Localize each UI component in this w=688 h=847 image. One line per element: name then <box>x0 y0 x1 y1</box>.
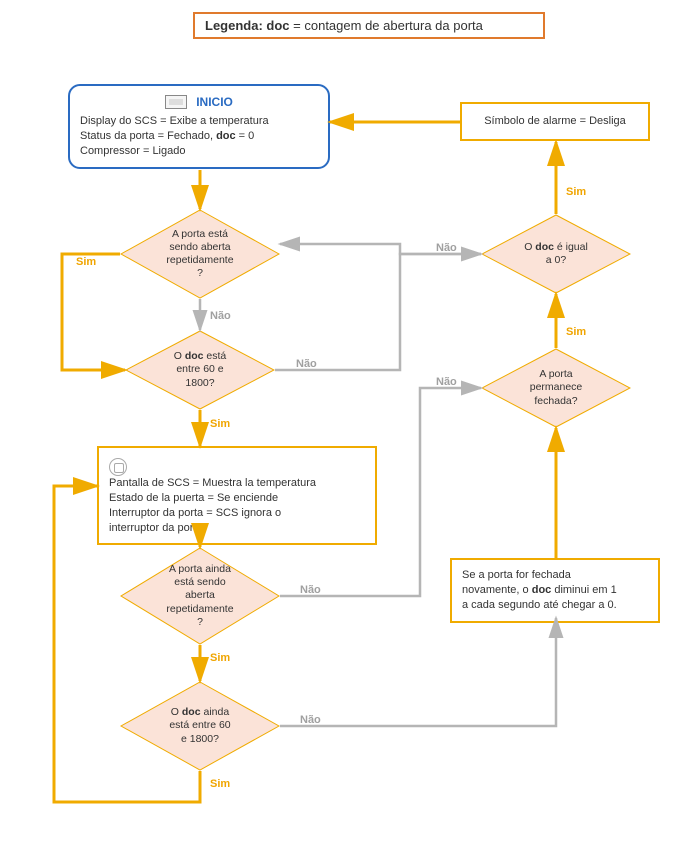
display-icon <box>165 95 187 109</box>
edge-label-sim: Sim <box>210 652 230 664</box>
node-closed-line: a cada segundo até chegar a 0. <box>462 598 648 613</box>
edge-label-nao: Não <box>300 714 321 726</box>
decision-text: A portapermanecefechada? <box>506 368 607 407</box>
node-scs-line: Pantalla de SCS = Muestra la temperatura <box>109 476 347 491</box>
decision-text: A porta estásendo abertarepetidamente? <box>142 228 257 281</box>
decision-q-doc-range2: O doc aindaestá entre 60e 1800? <box>120 681 280 771</box>
legend-box: Legenda: doc = contagem de abertura da p… <box>193 12 545 39</box>
edge-label-sim: Sim <box>566 186 586 198</box>
node-scs-line: Interruptor da porta = SCS ignora o <box>109 506 347 521</box>
node-inicio-line: Status da porta = Fechado, doc = 0 <box>80 129 318 144</box>
node-scs-line: interruptor da porta <box>109 521 347 536</box>
decision-q-doc-range1: O doc estáentre 60 e1800? <box>125 330 275 410</box>
node-inicio-title: INICIO <box>196 94 233 110</box>
decision-q-doc-zero: O doc é iguala 0? <box>481 214 631 294</box>
decision-text: O doc aindaestá entre 60e 1800? <box>145 706 254 745</box>
edge-label-nao: Não <box>210 310 231 322</box>
decision-text: O doc é iguala 0? <box>500 241 612 267</box>
edge <box>62 254 125 370</box>
edge-label-sim: Sim <box>210 778 230 790</box>
edge <box>275 254 481 370</box>
node-alarm-off-text: Símbolo de alarme = Desliga <box>484 115 626 127</box>
node-inicio-line: Display do SCS = Exibe a temperatura <box>80 114 318 129</box>
node-closed-again: Se a porta for fechada novamente, o doc … <box>450 558 660 623</box>
edge-label-sim: Sim <box>210 418 230 430</box>
edge-label-sim: Sim <box>566 326 586 338</box>
edge-label-sim: Sim <box>76 256 96 268</box>
node-closed-line: Se a porta for fechada <box>462 568 648 583</box>
edge <box>280 618 556 726</box>
edge-label-nao: Não <box>300 584 321 596</box>
node-alarm-off: Símbolo de alarme = Desliga <box>460 102 650 141</box>
legend-key: doc <box>266 18 289 33</box>
decision-text: A porta aindaestá sendoabertarepetidamen… <box>142 563 257 629</box>
edge-label-nao: Não <box>296 358 317 370</box>
legend-label: Legenda: <box>205 18 263 33</box>
decision-text: O doc estáentre 60 e1800? <box>150 350 251 389</box>
edge-label-nao: Não <box>436 242 457 254</box>
decision-q-repeat1: A porta estásendo abertarepetidamente? <box>120 209 280 299</box>
node-scs-panel: Pantalla de SCS = Muestra la temperatura… <box>97 446 377 545</box>
node-inicio-line: Compressor = Ligado <box>80 144 318 159</box>
node-inicio: INICIO Display do SCS = Exibe a temperat… <box>68 84 330 169</box>
decision-q-repeat2: A porta aindaestá sendoabertarepetidamen… <box>120 547 280 645</box>
legend-text: = contagem de abertura da porta <box>290 18 483 33</box>
decision-q-closed: A portapermanecefechada? <box>481 348 631 428</box>
edge-label-nao: Não <box>436 376 457 388</box>
plug-icon <box>109 458 127 476</box>
node-closed-line: novamente, o doc diminui em 1 <box>462 583 648 598</box>
node-scs-line: Estado de la puerta = Se enciende <box>109 491 347 506</box>
